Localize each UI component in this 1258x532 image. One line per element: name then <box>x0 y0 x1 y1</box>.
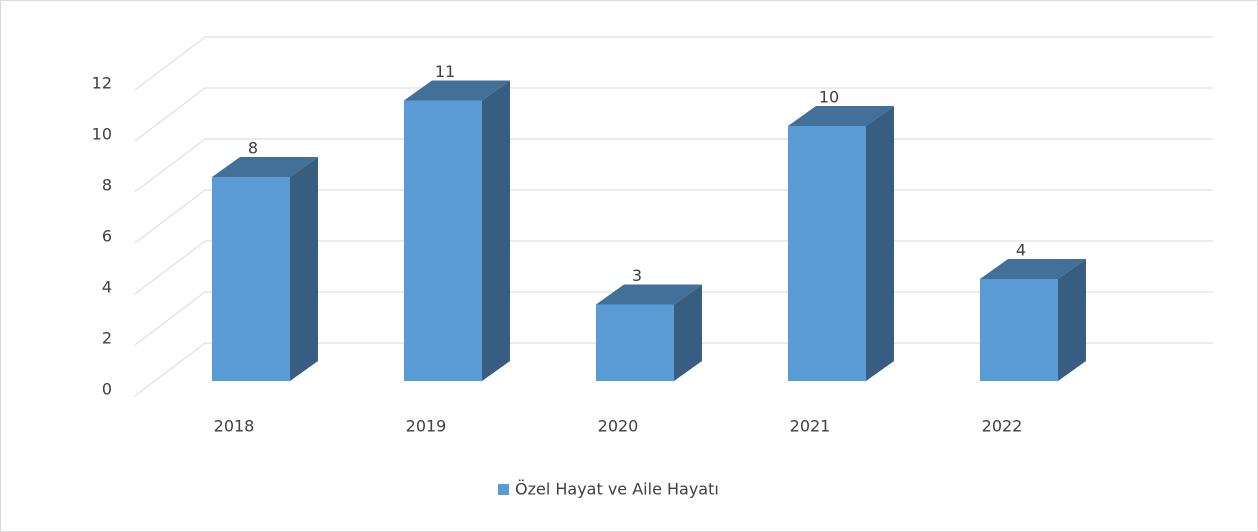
bar-side <box>866 106 894 381</box>
grid-wall-line <box>134 36 206 91</box>
y-tick-label: 4 <box>102 278 112 297</box>
bar-front <box>212 177 290 381</box>
grid-wall-line <box>134 87 206 142</box>
grid-wall-line <box>134 138 206 193</box>
x-tick-label: 2022 <box>982 417 1023 436</box>
bar <box>596 284 702 381</box>
bar <box>788 106 894 381</box>
grid-wall-line <box>134 342 206 397</box>
y-tick-label: 10 <box>92 125 112 144</box>
bar-side <box>1058 259 1086 381</box>
x-tick-label: 2019 <box>406 417 447 436</box>
x-tick-label: 2018 <box>214 417 255 436</box>
data-label: 11 <box>435 62 455 81</box>
grid-wall-line <box>134 291 206 346</box>
bar <box>980 259 1086 381</box>
bar-top <box>596 284 702 305</box>
bar <box>212 157 318 381</box>
bar-front <box>788 126 866 381</box>
y-tick-label: 8 <box>102 176 112 195</box>
grid-wall-line <box>134 189 206 244</box>
bar-top <box>404 80 510 101</box>
bar-side <box>482 80 510 381</box>
data-label: 3 <box>632 266 642 285</box>
x-tick-label: 2021 <box>790 417 831 436</box>
bar-top <box>980 259 1086 279</box>
bar <box>404 80 510 381</box>
data-label: 4 <box>1016 241 1026 260</box>
bar-top <box>212 157 318 177</box>
bar-front <box>404 100 482 381</box>
legend-label: Özel Hayat ve Aile Hayatı <box>515 480 719 499</box>
bar-side <box>674 284 702 381</box>
bar-front <box>596 304 674 381</box>
grid-wall-line <box>134 240 206 295</box>
bar-front <box>980 279 1058 381</box>
bar-top <box>788 106 894 126</box>
y-tick-label: 12 <box>92 74 112 93</box>
x-tick-label: 2020 <box>598 417 639 436</box>
data-label: 10 <box>819 88 839 107</box>
y-tick-label: 6 <box>102 227 112 246</box>
data-label: 8 <box>248 139 258 158</box>
bar-side <box>290 157 318 381</box>
legend-swatch <box>498 484 509 495</box>
y-tick-label: 2 <box>102 329 112 348</box>
y-tick-label: 0 <box>102 380 112 399</box>
